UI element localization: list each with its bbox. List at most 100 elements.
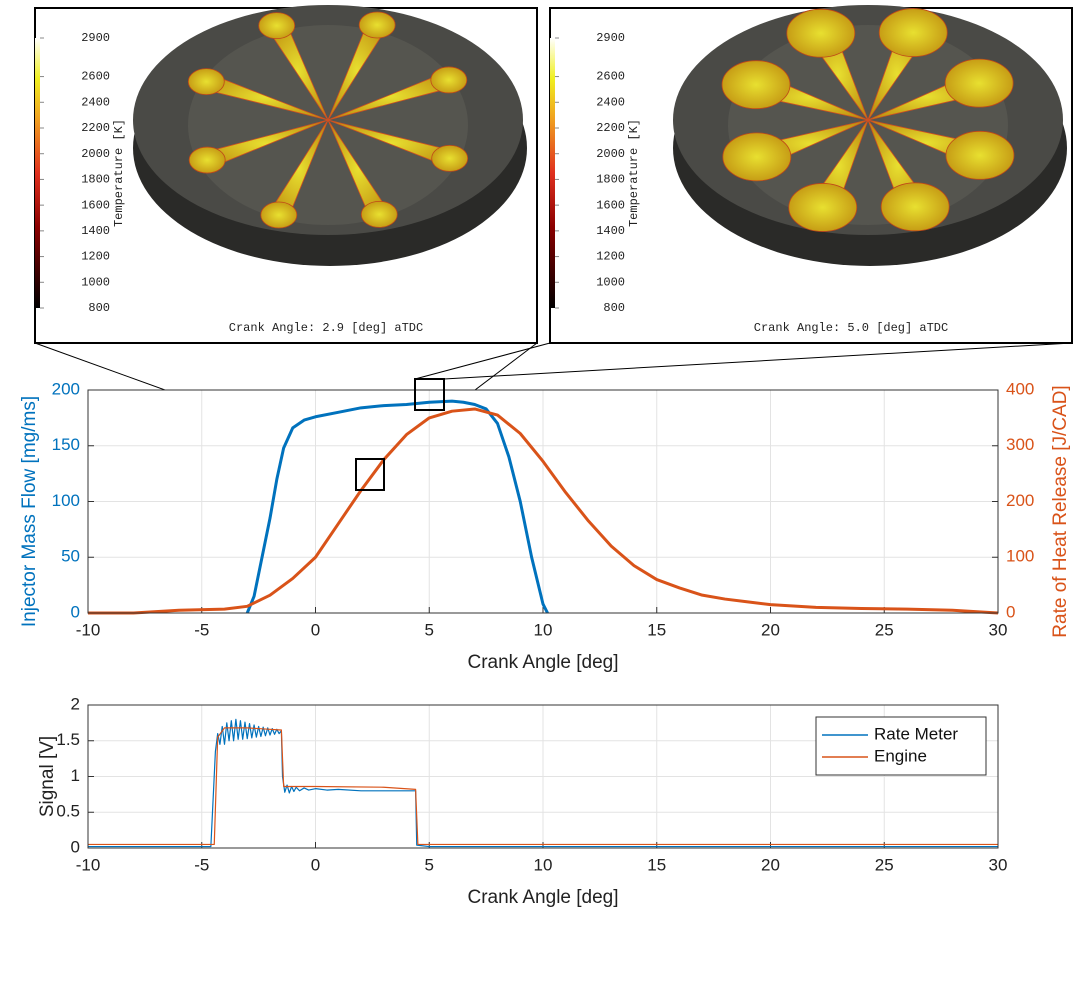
- insets: 2900 2600 2400 2200 2000 1800 1600 1400 1200 1000…: [34, 5, 1073, 344]
- y-tick-label: 1.5: [56, 730, 80, 749]
- plume-tip: [722, 132, 792, 182]
- chart: -10 -5 0 5 10 15 20 25 3005010015020001002003004…: [19, 379, 1071, 673]
- colorbar-tick-label: 1000: [596, 275, 625, 289]
- y-tick-label: 0.5: [56, 802, 80, 821]
- y-tick-label: 2: [71, 694, 80, 713]
- axes-box: [87, 704, 999, 849]
- series-line: [88, 727, 998, 846]
- x-tick-label: -10: [76, 620, 101, 639]
- y2-tick-label: 200: [1006, 491, 1034, 510]
- colorbar-tick-label: 1200: [596, 250, 625, 264]
- y-tick-label: 1: [71, 766, 80, 785]
- y2-tick-label: 300: [1006, 435, 1034, 454]
- legend-label: Engine: [874, 746, 927, 765]
- colorbar-tick-label: 1400: [596, 224, 625, 238]
- colorbar-tick-label: 2200: [81, 121, 110, 135]
- plume-tip: [358, 11, 396, 39]
- x-tick-label: 25: [875, 620, 894, 639]
- colorbar-tick-label: 2600: [81, 70, 110, 84]
- x-tick-label: 10: [534, 620, 553, 639]
- x-tick-label: 15: [647, 855, 666, 874]
- colorbar-tick-label: 1000: [81, 275, 110, 289]
- colorbar-tick-label: 2000: [81, 147, 110, 161]
- x-tick-label: -5: [194, 620, 209, 639]
- axes-box: [87, 389, 999, 614]
- colorbar-tick-label: 800: [88, 301, 110, 315]
- plume-tip: [187, 68, 225, 96]
- chart: -10 -5 0 5 10 15 20 25 30 0 0.5 1 1.5 2 Crank Angle [d…: [37, 694, 1007, 908]
- colorbar-tick-label: 1400: [81, 224, 110, 238]
- colorbar: [550, 38, 555, 308]
- y-tick-label: 200: [52, 379, 80, 398]
- series-line: [245, 399, 549, 614]
- plume-tip: [880, 182, 950, 232]
- plume-tip: [786, 8, 856, 58]
- plume-tip: [360, 200, 398, 228]
- y2-tick-label: 0: [1006, 602, 1015, 621]
- colorbar-tick-label: 1800: [81, 173, 110, 187]
- colorbar-tick-label: 1200: [81, 250, 110, 264]
- x-tick-label: 0: [311, 620, 320, 639]
- y-tick-label: 150: [52, 435, 80, 454]
- colorbar-tick-label: 2400: [81, 95, 110, 109]
- plume-tip: [258, 12, 296, 40]
- y-tick-label: 0: [71, 837, 80, 856]
- y2-tick-label: 100: [1006, 547, 1034, 566]
- x-tick-label: 15: [647, 620, 666, 639]
- x-tick-label: -5: [194, 855, 209, 874]
- colorbar-tick-label: 2600: [596, 70, 625, 84]
- x-tick-label: 20: [761, 620, 780, 639]
- colorbar: [35, 38, 40, 308]
- colorbar-tick-label: 2900: [596, 31, 625, 45]
- colorbar-tick-label: 2900: [81, 31, 110, 45]
- x-axis-label: Crank Angle [deg]: [467, 652, 618, 673]
- y-tick-label: 50: [61, 547, 80, 566]
- x-tick-label: 20: [761, 855, 780, 874]
- colorbar-tick-label: 1800: [596, 173, 625, 187]
- plume-tip: [944, 58, 1014, 108]
- series-line: [88, 718, 998, 848]
- colorbar-tick-label: 2200: [596, 121, 625, 135]
- colorbar-tick-label: 1600: [81, 198, 110, 212]
- colorbar-tick-label: 1600: [596, 198, 625, 212]
- legend-label: Rate Meter: [874, 724, 958, 743]
- colorbar-label: Temperature [K]: [627, 119, 641, 227]
- plume-tip: [878, 8, 948, 57]
- inset-caption: Crank Angle: 5.0 [deg] aTDC: [754, 321, 948, 335]
- legend-box: [815, 716, 987, 776]
- y-tick-label: 100: [52, 491, 80, 510]
- x-axis-label: Crank Angle [deg]: [467, 887, 618, 908]
- y-tick-label: 0: [71, 602, 80, 621]
- colorbar-tick-label: 800: [603, 301, 625, 315]
- colorbar-tick-label: 2400: [596, 95, 625, 109]
- piston-bowl: [188, 25, 468, 225]
- x-tick-label: 5: [425, 620, 434, 639]
- y2-axis-label: Rate of Heat Release [J/CAD]: [1050, 385, 1071, 637]
- colorbar-label: Temperature [K]: [112, 119, 126, 227]
- x-tick-label: 30: [989, 855, 1008, 874]
- zoom-box: [355, 458, 385, 491]
- x-tick-label: 0: [311, 855, 320, 874]
- charts: -10 -5 0 5 10 15 20 25 3005010015020001002003004…: [19, 379, 1071, 908]
- plume-tip: [430, 66, 468, 94]
- x-tick-label: 5: [425, 855, 434, 874]
- x-tick-label: 10: [534, 855, 553, 874]
- colorbar-tick-label: 2000: [596, 147, 625, 161]
- zoom-boxes: [355, 378, 445, 491]
- plume-tip: [721, 60, 791, 110]
- plume-tip: [188, 146, 226, 174]
- piston-bowl: [728, 25, 1008, 225]
- x-tick-label: 25: [875, 855, 894, 874]
- inset: 2900 2600 2400 2200 2000 1800 1600 1400 1200 1000…: [549, 5, 1073, 344]
- inset-caption: Crank Angle: 2.9 [deg] aTDC: [229, 321, 423, 335]
- connector-line: [443, 342, 1073, 380]
- zoom-box: [414, 378, 445, 411]
- plume-tip: [945, 130, 1015, 180]
- inset: 2900 2600 2400 2200 2000 1800 1600 1400 1200 1000…: [34, 5, 538, 344]
- plume-tip: [431, 144, 469, 172]
- y-axis-label: Injector Mass Flow [mg/ms]: [19, 396, 40, 627]
- plume-tip: [788, 183, 858, 232]
- connector-line: [414, 342, 551, 380]
